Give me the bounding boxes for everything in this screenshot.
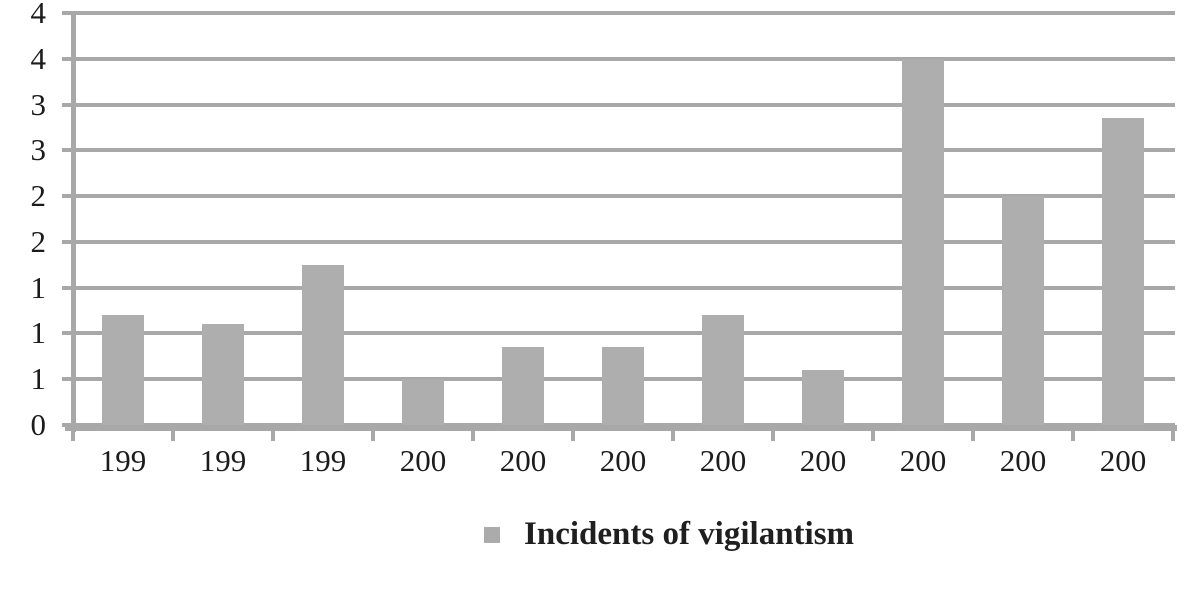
gridline bbox=[71, 148, 1175, 152]
bar bbox=[302, 265, 344, 425]
bar bbox=[402, 379, 444, 425]
gridline bbox=[71, 57, 1175, 61]
x-axis-tick bbox=[871, 429, 875, 441]
y-axis-tick bbox=[62, 423, 73, 427]
y-axis-tick bbox=[62, 240, 73, 244]
bar bbox=[502, 347, 544, 425]
y-tick-label: 2 bbox=[30, 178, 47, 213]
x-axis-tick bbox=[171, 429, 175, 441]
plot-area bbox=[71, 11, 1175, 427]
x-axis-tick bbox=[471, 429, 475, 441]
legend: Incidents of vigilantism bbox=[484, 516, 854, 553]
gridline bbox=[71, 194, 1175, 198]
y-axis-tick bbox=[62, 377, 73, 381]
y-tick-label: 0 bbox=[30, 407, 47, 442]
y-tick-label: 1 bbox=[30, 315, 47, 350]
bar bbox=[602, 347, 644, 425]
y-axis-tick bbox=[62, 57, 73, 61]
gridline bbox=[71, 286, 1175, 290]
x-tick-label: 199 bbox=[299, 443, 347, 478]
y-tick-label: 2 bbox=[30, 224, 47, 259]
legend-marker-icon bbox=[484, 526, 500, 543]
x-tick-label: 200 bbox=[999, 443, 1047, 478]
y-tick-label: 1 bbox=[30, 361, 47, 396]
x-tick-label: 199 bbox=[99, 443, 147, 478]
bar bbox=[1102, 118, 1144, 425]
y-tick-label: 3 bbox=[30, 132, 47, 167]
y-tick-label: 4 bbox=[30, 41, 47, 76]
y-axis-tick bbox=[62, 11, 73, 15]
y-axis-tick bbox=[62, 194, 73, 198]
x-tick-label: 200 bbox=[399, 443, 447, 478]
x-tick-label: 200 bbox=[1099, 443, 1147, 478]
x-tick-label: 200 bbox=[799, 443, 847, 478]
y-axis-tick bbox=[62, 103, 73, 107]
y-axis-tick bbox=[62, 286, 73, 290]
x-axis-tick bbox=[771, 429, 775, 441]
x-axis-tick bbox=[971, 429, 975, 441]
gridline bbox=[71, 331, 1175, 335]
bar bbox=[1002, 196, 1044, 425]
x-axis-tick bbox=[371, 429, 375, 441]
bar bbox=[102, 315, 144, 425]
bar bbox=[702, 315, 744, 425]
y-axis-line bbox=[71, 13, 76, 432]
x-tick-label: 200 bbox=[599, 443, 647, 478]
x-axis-tick bbox=[571, 429, 575, 441]
x-axis-tick bbox=[1171, 429, 1175, 441]
bar bbox=[802, 370, 844, 425]
y-axis-tick bbox=[62, 331, 73, 335]
gridline bbox=[71, 103, 1175, 107]
y-axis-tick bbox=[62, 148, 73, 152]
y-tick-label: 3 bbox=[30, 87, 47, 122]
x-axis-tick bbox=[1071, 429, 1075, 441]
x-tick-label: 200 bbox=[499, 443, 547, 478]
y-tick-label: 4 bbox=[30, 0, 47, 30]
gridline bbox=[71, 240, 1175, 244]
x-tick-label: 199 bbox=[199, 443, 247, 478]
x-axis-tick bbox=[71, 429, 75, 441]
x-axis-tick bbox=[671, 429, 675, 441]
y-tick-label: 1 bbox=[30, 270, 47, 305]
x-axis-tick bbox=[271, 429, 275, 441]
legend-label: Incidents of vigilantism bbox=[524, 516, 855, 552]
gridline bbox=[71, 11, 1175, 15]
x-tick-label: 200 bbox=[899, 443, 947, 478]
x-axis-line bbox=[65, 425, 1177, 431]
x-tick-label: 200 bbox=[699, 443, 747, 478]
bar bbox=[902, 59, 944, 425]
bar bbox=[202, 324, 244, 425]
